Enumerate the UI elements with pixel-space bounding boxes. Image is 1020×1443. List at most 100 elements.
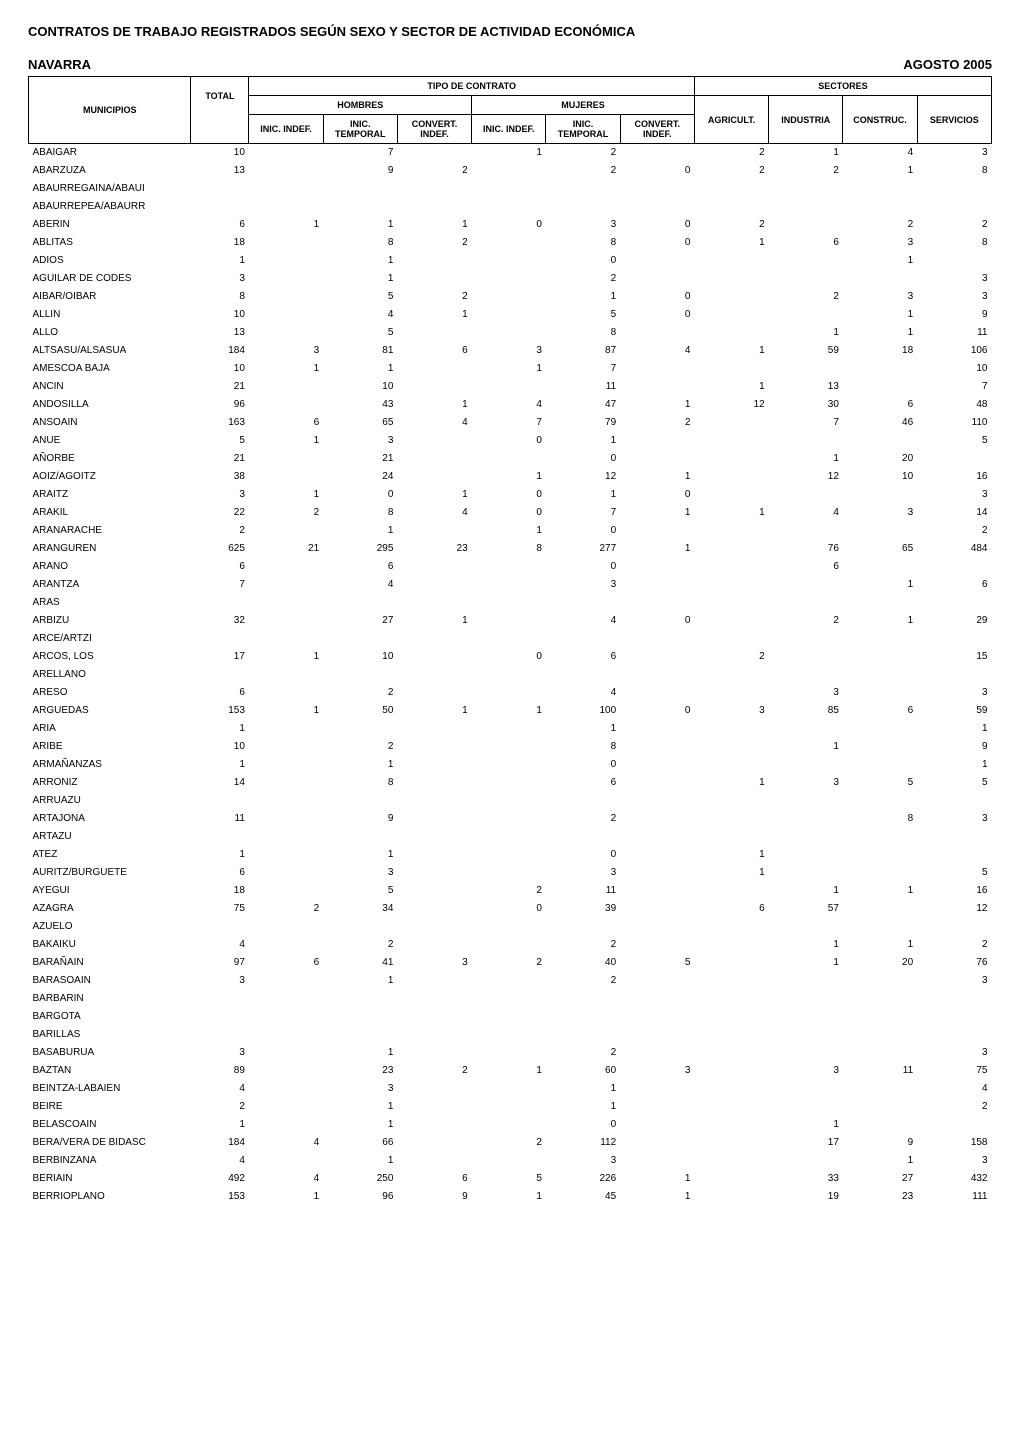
subheader: NAVARRA AGOSTO 2005 — [28, 57, 992, 72]
cell-value: 2 — [546, 162, 620, 180]
cell-value — [472, 1080, 546, 1098]
cell-value — [620, 846, 694, 864]
cell-value — [620, 900, 694, 918]
cell-value: 11 — [546, 882, 620, 900]
table-row: BERBINZANA41313 — [29, 1152, 992, 1170]
cell-value — [843, 846, 917, 864]
cell-value — [249, 1062, 323, 1080]
cell-value: 2 — [323, 936, 397, 954]
cell-value: 111 — [917, 1188, 991, 1206]
cell-value — [397, 756, 471, 774]
cell-value: 81 — [323, 342, 397, 360]
cell-value: 0 — [472, 432, 546, 450]
cell-value — [472, 828, 546, 846]
table-row: BEINTZA-LABAIEN4314 — [29, 1080, 992, 1098]
cell-municipio: ALTSASU/ALSASUA — [29, 342, 191, 360]
cell-value: 6 — [191, 216, 249, 234]
cell-value: 1 — [397, 216, 471, 234]
cell-value: 21 — [191, 378, 249, 396]
cell-value — [397, 972, 471, 990]
cell-value — [769, 432, 843, 450]
cell-value: 1 — [546, 432, 620, 450]
cell-value — [917, 252, 991, 270]
cell-value: 3 — [917, 288, 991, 306]
cell-value: 5 — [472, 1170, 546, 1188]
cell-value — [546, 990, 620, 1008]
table-row: BAKAIKU422112 — [29, 936, 992, 954]
cell-value — [472, 774, 546, 792]
cell-value — [249, 612, 323, 630]
cell-value: 1 — [843, 1152, 917, 1170]
cell-value: 2 — [917, 936, 991, 954]
cell-value: 1 — [694, 864, 768, 882]
cell-value: 1 — [472, 468, 546, 486]
cell-value: 1 — [546, 288, 620, 306]
cell-value — [546, 666, 620, 684]
cell-value: 11 — [917, 324, 991, 342]
cell-value — [249, 666, 323, 684]
cell-value: 1 — [843, 576, 917, 594]
cell-value — [917, 594, 991, 612]
cell-value: 492 — [191, 1170, 249, 1188]
table-row: AMESCOA BAJA10111710 — [29, 360, 992, 378]
cell-municipio: ARANARACHE — [29, 522, 191, 540]
cell-value: 66 — [323, 1134, 397, 1152]
cell-value — [249, 630, 323, 648]
cell-value — [472, 846, 546, 864]
cell-value: 12 — [694, 396, 768, 414]
cell-value — [620, 270, 694, 288]
cell-value — [546, 918, 620, 936]
cell-municipio: ANCIN — [29, 378, 191, 396]
table-row: BAZTAN89232160331175 — [29, 1062, 992, 1080]
col-total-bottom — [191, 115, 249, 144]
cell-value: 27 — [843, 1170, 917, 1188]
cell-value — [397, 450, 471, 468]
cell-value: 3 — [917, 486, 991, 504]
cell-value — [694, 828, 768, 846]
cell-value: 3 — [191, 972, 249, 990]
cell-value: 1 — [323, 270, 397, 288]
cell-value: 6 — [249, 414, 323, 432]
cell-value — [694, 414, 768, 432]
cell-value: 0 — [546, 450, 620, 468]
cell-value — [917, 1026, 991, 1044]
cell-municipio: AOIZ/AGOITZ — [29, 468, 191, 486]
cell-value — [843, 1116, 917, 1134]
cell-value: 184 — [191, 342, 249, 360]
cell-value: 13 — [769, 378, 843, 396]
cell-value — [397, 198, 471, 216]
cell-value: 1 — [472, 360, 546, 378]
cell-value: 0 — [620, 486, 694, 504]
col-industria: INDUSTRIA — [769, 96, 843, 144]
cell-value: 1 — [472, 144, 546, 162]
table-row: ABLITAS1882801638 — [29, 234, 992, 252]
cell-value: 21 — [323, 450, 397, 468]
table-row: BEIRE2112 — [29, 1098, 992, 1116]
cell-value: 6 — [191, 684, 249, 702]
cell-value: 14 — [917, 504, 991, 522]
cell-value — [843, 360, 917, 378]
cell-value: 96 — [191, 396, 249, 414]
cell-value: 2 — [546, 810, 620, 828]
cell-value: 4 — [323, 306, 397, 324]
table-row: ARTAZU — [29, 828, 992, 846]
cell-value — [397, 990, 471, 1008]
table-row: BASABURUA3123 — [29, 1044, 992, 1062]
cell-value: 1 — [191, 846, 249, 864]
cell-value — [472, 180, 546, 198]
cell-value — [769, 666, 843, 684]
cell-value — [917, 1008, 991, 1026]
cell-value: 46 — [843, 414, 917, 432]
cell-value — [917, 450, 991, 468]
cell-value: 1 — [249, 432, 323, 450]
cell-municipio: BEINTZA-LABAIEN — [29, 1080, 191, 1098]
cell-value — [620, 936, 694, 954]
cell-value: 1 — [323, 1098, 397, 1116]
cell-value: 27 — [323, 612, 397, 630]
cell-value — [620, 1026, 694, 1044]
cell-value: 1 — [191, 252, 249, 270]
cell-value: 2 — [397, 288, 471, 306]
cell-value: 3 — [769, 684, 843, 702]
cell-value: 3 — [546, 576, 620, 594]
cell-value — [843, 198, 917, 216]
